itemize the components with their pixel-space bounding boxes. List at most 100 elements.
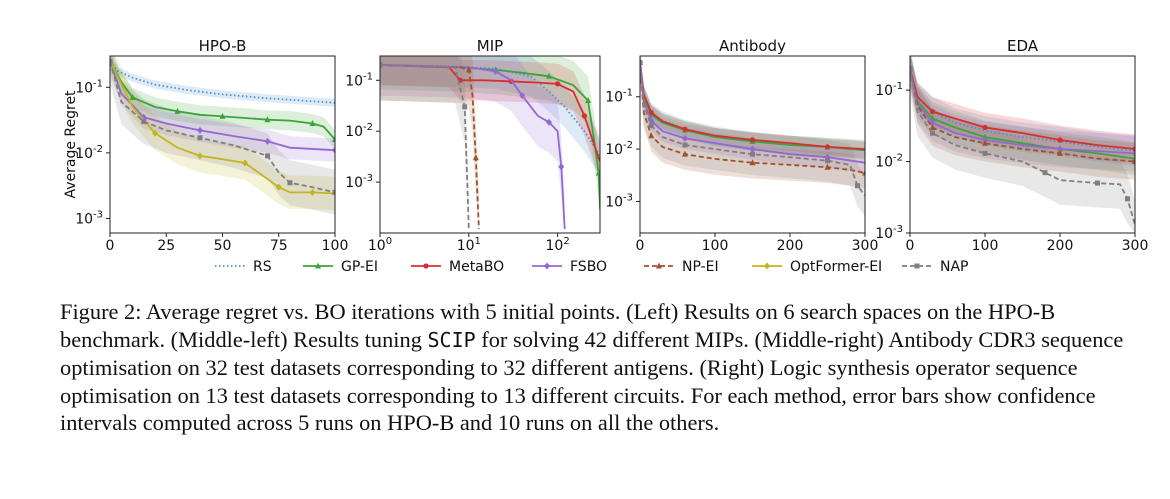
panel-eda-point-np-ei	[1132, 158, 1135, 165]
y-axis-label: Average Regret	[63, 90, 79, 199]
legend-label-np-ei: NP-EI	[682, 259, 719, 275]
panel-antibody-line-nap	[640, 62, 865, 197]
panel-eda-xtick-label: 100	[972, 238, 999, 254]
panel-antibody-point-nap	[825, 158, 830, 164]
panel-eda-point-nap	[910, 66, 913, 72]
panel-mip-point-nap	[380, 62, 383, 68]
panel-mip-title: MIP	[477, 37, 503, 55]
panel-eda-point-nap	[982, 150, 988, 156]
panel-antibody-point-metabo	[824, 144, 831, 150]
panel-eda-point-np-ei	[1057, 149, 1063, 156]
panel-hpo-b-xtick-label: 50	[214, 238, 232, 254]
panel-mip-xtick-label: 100	[368, 236, 392, 254]
panel-hpo-b-band-nap	[110, 56, 335, 215]
panel-hpo-b-line-nap	[110, 60, 335, 194]
panel-hpo-b-line-rs	[110, 60, 335, 104]
panel-eda-point-metabo	[929, 109, 936, 115]
panel-hpo-b-band-fsbo	[110, 56, 335, 162]
panel-antibody-line-fsbo	[640, 62, 865, 164]
panel-antibody-band-fsbo	[640, 56, 865, 174]
panel-antibody-xtick-label: 300	[852, 238, 879, 254]
panel-eda: EDA 0 100 200 300 10-1 10-2 10-3	[875, 37, 1148, 254]
panel-antibody-point-nap	[682, 142, 688, 148]
panel-eda-point-metabo	[1057, 137, 1063, 143]
panel-antibody-ytick-label: 10-3	[605, 192, 633, 210]
panel-antibody-point-nap	[750, 151, 755, 157]
panel-hpo-b-point-gp-ei	[129, 93, 136, 100]
panel-antibody-frame	[639, 55, 866, 234]
panel-hpo-b-plot-area	[110, 56, 335, 215]
legend-marker-np-ei	[656, 262, 662, 269]
legend-marker-optformer-ei	[764, 262, 770, 270]
panel-hpo-b-point-nap	[197, 135, 203, 141]
panel-eda-point-fsbo	[1132, 149, 1135, 157]
legend-marker-metabo	[423, 263, 429, 269]
panel-antibody-line-metabo	[640, 62, 865, 150]
panel-antibody-point-fsbo	[682, 134, 688, 142]
panel-antibody-plot-area	[640, 56, 865, 217]
panel-hpo-b-point-nap	[110, 58, 113, 64]
panel-eda-point-metabo	[982, 124, 988, 131]
panel-hpo-b-point-fsbo	[264, 137, 271, 145]
panel-mip-point-metabo	[555, 81, 561, 87]
legend: RS GP-EI MetaBO FSBO NP-EI OptFormer-EI NAP	[215, 259, 969, 275]
panel-eda-point-nap	[1125, 196, 1130, 202]
panel-eda-band-metabo	[910, 56, 1135, 164]
panel-hpo-b-line-optformer-ei	[110, 60, 335, 195]
panel-eda-ytick-label: 10-2	[875, 153, 903, 171]
panel-mip-line-metabo	[380, 64, 600, 163]
legend-marker-fsbo	[544, 262, 550, 270]
panel-antibody-xtick-label: 200	[777, 238, 804, 254]
panel-mip-ytick-label: 10-2	[345, 122, 373, 140]
panel-mip-band-fsbo	[380, 56, 565, 233]
panel-mip-point-metabo	[581, 113, 587, 119]
panel-hpo-b-point-gp-ei	[174, 107, 181, 114]
panel-antibody-point-nap	[855, 183, 860, 189]
panel-hpo-b-point-fsbo	[332, 146, 335, 154]
panel-antibody-point-np-ei	[749, 159, 756, 166]
panel-eda-band-gp-ei	[910, 56, 1135, 176]
panel-antibody-point-np-ei	[824, 163, 831, 170]
panel-eda-point-nap	[1042, 170, 1048, 176]
panel-eda-ytick-label: 10-3	[875, 224, 903, 242]
panel-antibody-point-np-ei	[682, 150, 688, 157]
panel-antibody-point-metabo	[648, 109, 654, 116]
panel-mip-xtick-label: 102	[546, 236, 570, 254]
panel-mip-point-fsbo	[492, 67, 499, 75]
panel-antibody-title: Antibody	[719, 37, 786, 55]
panel-eda-ytick-label: 10-1	[875, 81, 903, 99]
panel-antibody-point-metabo	[749, 137, 756, 143]
panel-hpo-b-point-optformer-ei	[309, 188, 316, 196]
panel-mip-point-fsbo	[519, 92, 526, 100]
panel-hpo-b-xtick-label: 75	[270, 238, 288, 254]
legend-label-fsbo: FSBO	[570, 259, 607, 275]
panel-mip-point-gp-ei	[546, 72, 553, 79]
panel-mip-band-np-ei	[380, 56, 479, 233]
panel-hpo-b-point-nap	[265, 153, 270, 159]
panel-hpo-b-point-gp-ei	[309, 120, 316, 127]
legend-label-rs: RS	[253, 259, 272, 275]
panel-antibody-ytick-label: 10-1	[605, 88, 633, 106]
panel-mip-frame	[379, 55, 601, 234]
panel-mip-band-metabo	[380, 56, 600, 183]
panel-mip-point-nap	[462, 104, 468, 110]
legend-marker-nap	[914, 263, 920, 269]
panel-hpo-b-xtick-label: 0	[106, 238, 115, 254]
panel-antibody-point-nap	[640, 60, 643, 66]
legend-label-metabo: MetaBO	[449, 259, 504, 275]
panel-mip-ytick-label: 10-3	[345, 173, 373, 191]
legend-label-optformer-ei: OptFormer-EI	[790, 259, 882, 275]
panel-hpo-b-point-gp-ei	[332, 135, 335, 142]
panel-antibody-point-fsbo	[749, 145, 756, 153]
panel-eda-line-np-ei	[910, 68, 1135, 163]
panel-eda-frame	[909, 55, 1136, 234]
panel-hpo-b-band-rs	[110, 57, 335, 107]
legend-label-gp-ei: GP-EI	[341, 259, 378, 275]
panel-mip-point-np-ei	[465, 66, 472, 73]
figure-2-chart: HPO-B 0 25 50 75 100 10-1 10-2 10-3 MIP 100 101 102 1…	[63, 37, 1148, 275]
panel-eda-line-nap	[910, 68, 1135, 226]
panel-hpo-b-point-fsbo	[197, 126, 203, 134]
panel-eda-point-nap	[930, 130, 935, 136]
panel-mip: MIP 100 101 102 10-1 10-2 10-3	[345, 37, 601, 254]
panel-antibody-xtick-label: 0	[636, 238, 645, 254]
